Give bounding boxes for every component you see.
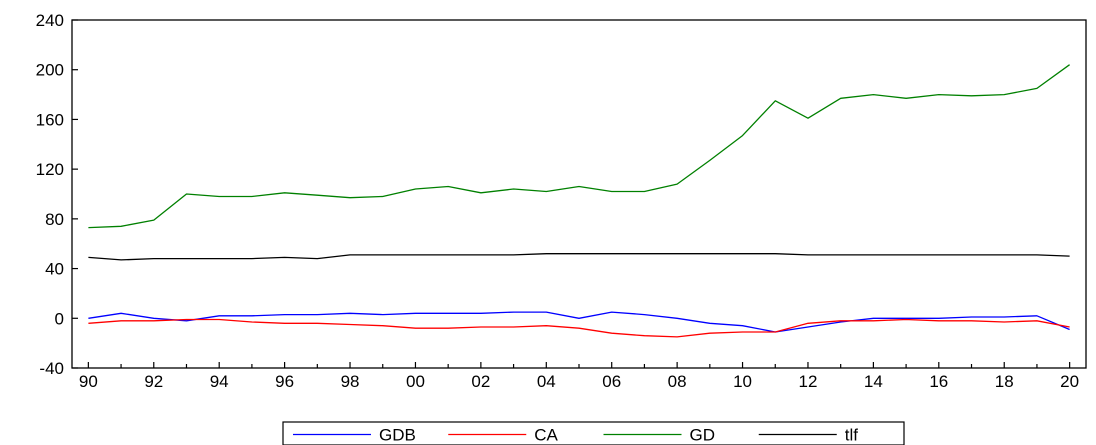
x-tick-label: 10 (733, 372, 752, 391)
y-tick-label: 160 (36, 110, 64, 129)
series-line-gdb (88, 311, 1070, 333)
x-axis: 90 92 94 96 98 00 02 04 06 08 10 12 14 16 18 20 (79, 362, 1079, 391)
y-tick-label: 0 (55, 309, 64, 328)
y-tick-label: 240 (36, 11, 64, 30)
x-tick-label: 00 (406, 372, 425, 391)
x-tick-label: 20 (1060, 372, 1079, 391)
y-axis: -40 0 40 80 120 160 200 240 (36, 11, 78, 378)
legend: GDB CA GD tlf (282, 421, 905, 445)
x-tick-label: 12 (799, 372, 818, 391)
y-tick-label: 80 (45, 210, 64, 229)
legend-label-gdb: GDB (379, 426, 416, 445)
y-tick-label: 120 (36, 160, 64, 179)
x-tick-label: 08 (668, 372, 687, 391)
x-tick-label: 94 (210, 372, 229, 391)
x-tick-label: 16 (929, 372, 948, 391)
legend-label-tlf: tlf (845, 426, 859, 445)
plot-area (71, 19, 1087, 369)
series-lines (88, 64, 1070, 338)
x-tick-label: 02 (471, 372, 490, 391)
x-tick-label: 98 (341, 372, 360, 391)
y-tick-label: 200 (36, 61, 64, 80)
series-line-gd (88, 64, 1070, 229)
y-tick-label: 40 (45, 260, 64, 279)
series-line-tlf (88, 253, 1070, 261)
x-tick-label: 04 (537, 372, 556, 391)
x-tick-label: 18 (995, 372, 1014, 391)
legend-box (282, 421, 905, 445)
x-tick-label: 14 (864, 372, 883, 391)
x-tick-label: 90 (79, 372, 98, 391)
x-tick-label: 96 (275, 372, 294, 391)
x-tick-label: 06 (602, 372, 621, 391)
x-tick-label: 92 (144, 372, 163, 391)
series-line-ca (88, 318, 1070, 338)
legend-label-ca: CA (534, 426, 558, 445)
y-tick-label: -40 (39, 359, 64, 378)
legend-label-gd: GD (690, 426, 716, 445)
